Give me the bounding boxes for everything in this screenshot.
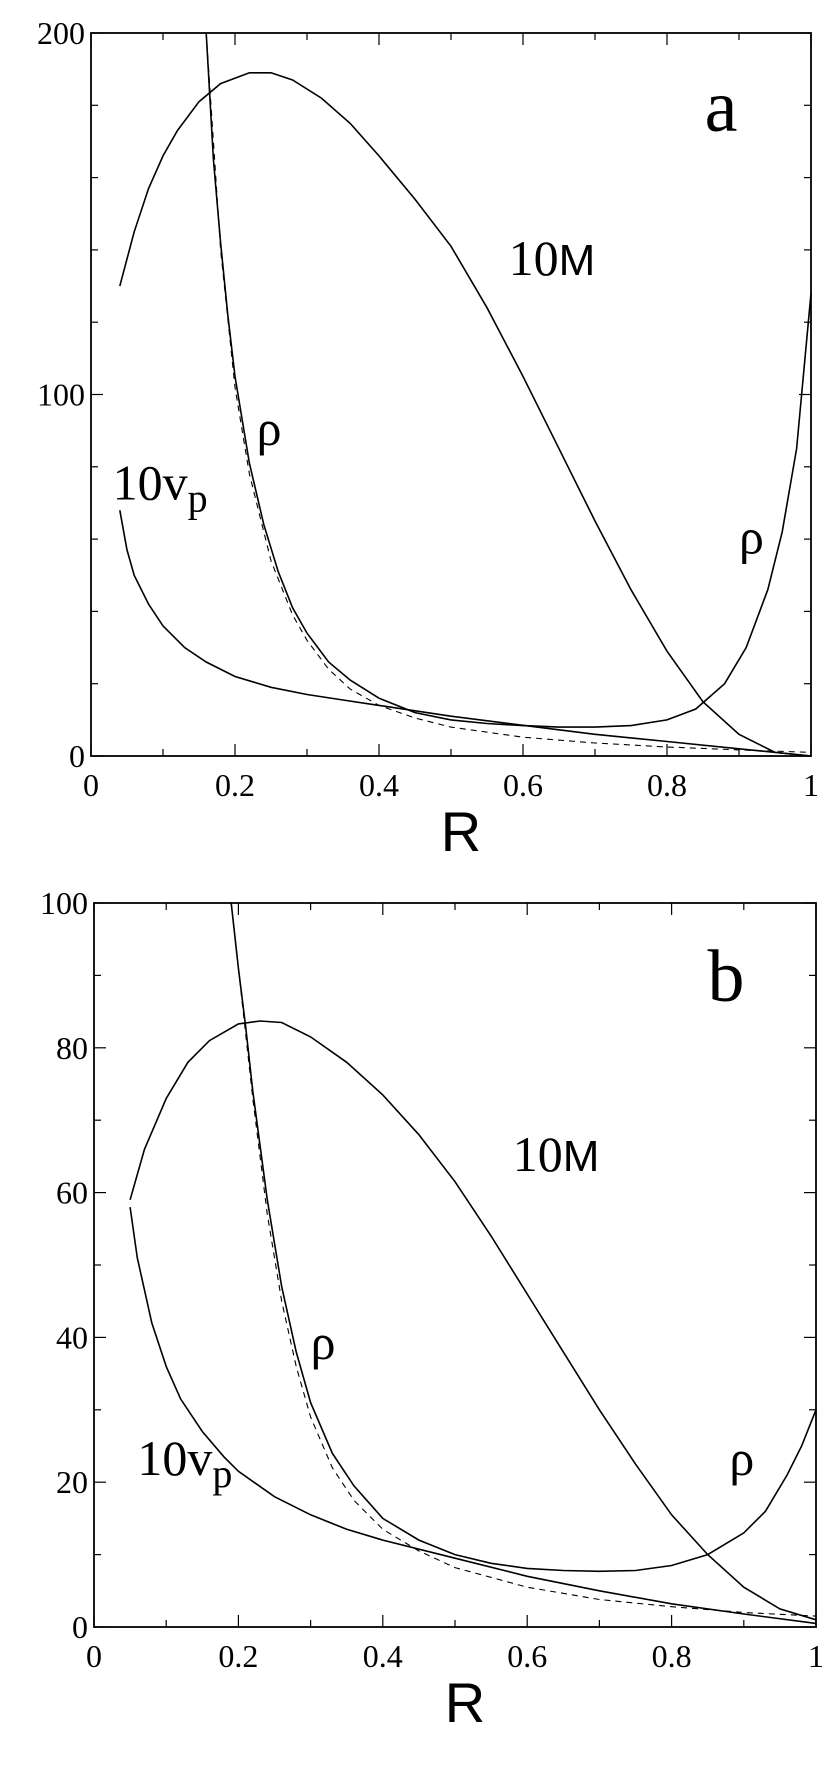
x-tick-label: 1 <box>808 1638 824 1674</box>
curve-label-sub: p <box>212 1451 232 1496</box>
x-tick-label: 0.4 <box>359 767 399 803</box>
x-tick-label: 0.8 <box>647 767 687 803</box>
curve-label-text: ρ <box>257 400 282 456</box>
curve-label: ρ <box>311 1314 336 1370</box>
curve-label-sub: M <box>563 1132 600 1181</box>
curve-label-text: ρ <box>311 1314 336 1370</box>
series-line-- <box>205 32 812 728</box>
curve-label-text: 10 <box>509 230 559 286</box>
curve-label-text: 10v <box>137 1430 212 1486</box>
x-tick-label: 0.2 <box>215 767 255 803</box>
curve-label: ρ <box>257 400 282 456</box>
x-axis-label: R <box>441 800 481 863</box>
panel-letter: b <box>708 936 745 1018</box>
series-line-10v-p <box>129 1206 817 1625</box>
curve-label-text: 10 <box>513 1126 563 1182</box>
x-tick-label: 0.4 <box>363 1638 403 1674</box>
curve-label-sub: M <box>559 236 596 285</box>
x-tick-label: 1 <box>803 767 819 803</box>
curve-label-text: ρ <box>739 509 764 565</box>
y-tick-label: 20 <box>56 1464 88 1500</box>
y-tick-label: 100 <box>37 377 85 413</box>
x-axis-label: R <box>445 1671 485 1734</box>
x-tick-label: 0.6 <box>507 1638 547 1674</box>
y-tick-label: 0 <box>72 1609 88 1645</box>
curve-label-text: ρ <box>729 1430 754 1486</box>
y-tick-label: 200 <box>37 15 85 51</box>
x-tick-label: 0.2 <box>218 1638 258 1674</box>
x-tick-label: 0.6 <box>503 767 543 803</box>
curve-label: ρ <box>729 1430 754 1486</box>
series-line-- <box>230 902 817 1573</box>
y-tick-label: 100 <box>40 885 88 921</box>
curve-label: 10vp <box>137 1430 232 1496</box>
curve-label: ρ <box>739 509 764 565</box>
curve-label: 10M <box>509 230 596 286</box>
x-tick-label: 0.8 <box>652 1638 692 1674</box>
y-tick-label: 60 <box>56 1175 88 1211</box>
y-tick-label: 0 <box>69 738 85 774</box>
series-line-10m <box>119 72 812 757</box>
x-tick-label: 0 <box>86 1638 102 1674</box>
y-tick-label: 40 <box>56 1319 88 1355</box>
series-line-dashed <box>230 902 817 1617</box>
curve-label-sub: p <box>188 475 208 520</box>
panel-letter: a <box>705 66 738 148</box>
curve-label: 10M <box>513 1126 600 1182</box>
plot-frame <box>90 32 812 757</box>
curve-label: 10vp <box>113 454 208 520</box>
series-line-10m <box>129 1020 817 1621</box>
series-line-10v-p <box>119 510 812 757</box>
x-tick-label: 0 <box>83 767 99 803</box>
curve-label-text: 10v <box>113 454 188 510</box>
y-tick-label: 80 <box>56 1030 88 1066</box>
series-line-dashed <box>205 32 812 753</box>
